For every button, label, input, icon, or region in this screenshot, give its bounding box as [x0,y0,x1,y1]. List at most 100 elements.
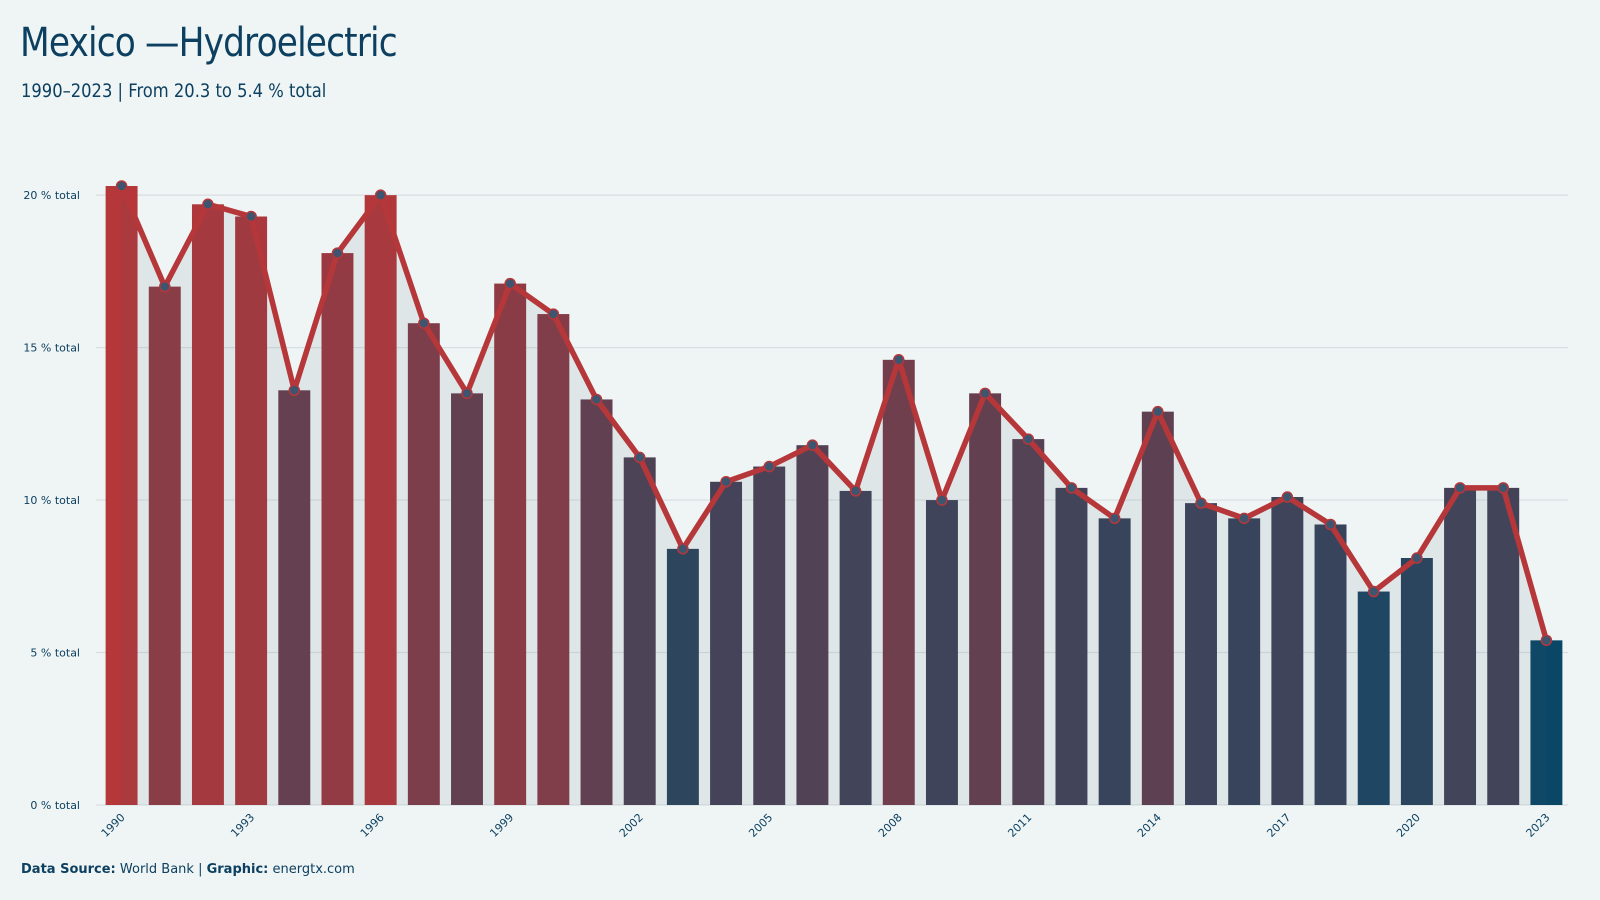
marker-1998 [461,387,473,400]
bar-2022 [1487,487,1520,805]
x-tick-label: 2002 [617,811,646,840]
x-tick-label: 2017 [1264,811,1293,840]
bar-2016 [1228,518,1261,805]
bar-2015 [1185,503,1217,805]
x-tick-label: 2005 [746,811,775,840]
bar-1992 [191,204,224,806]
bar-2008 [882,359,915,805]
y-tick-label: 5 % total [30,647,80,660]
bar-2014 [1141,411,1174,805]
x-tick-label: 2020 [1394,811,1423,840]
bar-2000 [537,314,570,805]
bar-2017 [1271,497,1304,805]
marker-2001 [590,393,603,406]
marker-2018 [1324,518,1337,531]
bar-2004 [710,481,743,805]
bar-2013 [1098,518,1131,805]
bar-2021 [1444,487,1477,805]
bar-2007 [839,490,872,805]
marker-2011 [1022,433,1035,445]
x-tick-label: 2014 [1135,811,1164,840]
marker-1999 [504,277,516,290]
bar-1998 [451,393,483,805]
marker-2023 [1540,634,1553,647]
marker-2022 [1497,482,1509,494]
bar-1991 [148,286,181,805]
y-tick-label: 10 % total [23,494,80,507]
graphic-value: energtx.com [268,862,355,877]
y-tick-label: 15 % total [23,342,80,355]
marker-2019 [1367,585,1380,598]
bar-2001 [580,399,613,805]
marker-2009 [936,494,948,506]
source-value: World Bank | [115,862,207,877]
source-label: Data Source: [21,862,116,877]
chart-subtitle: 1990–2023 | From 20.3 to 5.4 % total [21,80,327,102]
marker-2008 [893,354,905,366]
graphic-label: Graphic: [206,862,269,877]
marker-2020 [1411,552,1423,564]
marker-2005 [763,460,775,473]
trend-line [118,183,1550,644]
bar-2020 [1400,558,1433,805]
marker-2013 [1108,512,1121,525]
bar-1994 [278,390,311,805]
bar-2002 [623,457,656,805]
line-series [118,183,1550,644]
line-markers [115,180,1553,647]
bar-2018 [1314,524,1347,805]
x-tick-label: 1999 [487,811,516,840]
bar-2019 [1357,591,1390,805]
y-tick-label: 0 % total [30,799,80,812]
marker-1993 [245,210,257,223]
marker-2014 [1152,405,1164,418]
marker-2015 [1195,497,1207,509]
marker-2010 [979,387,991,400]
bar-1993 [235,216,268,805]
marker-2007 [849,485,862,497]
y-axis-ticks: 0 % total 5 % total 10 % total 15 % total 20… [23,189,80,812]
marker-1990 [115,180,128,192]
bar-2005 [753,466,786,805]
marker-2016 [1238,512,1250,525]
x-tick-label: 1993 [228,811,257,840]
marker-2021 [1454,482,1466,494]
x-axis-ticks: 1990 1993 1996 1999 2002 2005 2008 2011 2014 2017… [99,811,1553,840]
marker-2006 [806,439,819,451]
bar-2010 [969,393,1002,805]
marker-1996 [374,189,387,201]
bar-1997 [407,323,440,805]
y-tick-label: 20 % total [23,189,80,202]
x-tick-label: 1996 [358,811,387,840]
marker-2003 [677,543,689,555]
x-tick-label: 1990 [99,811,128,840]
bar-1995 [321,253,354,805]
marker-1995 [331,247,344,259]
footer-credits: Data Source: World Bank | Graphic: energ… [21,862,355,877]
marker-1991 [159,280,171,293]
marker-2012 [1065,482,1078,494]
marker-1994 [288,384,301,397]
marker-1992 [202,198,214,211]
bar-2012 [1055,487,1088,805]
x-tick-label: 2011 [1005,811,1034,840]
marker-2002 [633,451,646,464]
x-tick-label: 2008 [876,811,905,840]
bar-1999 [494,283,527,805]
marker-2004 [720,476,732,488]
area-fill [121,186,1547,805]
marker-1997 [418,317,430,329]
bar-1996 [364,195,397,806]
bar-2003 [666,548,699,805]
area-shadow [121,186,1547,805]
bar-2023 [1530,640,1563,805]
bar-1990 [105,186,138,805]
marker-2000 [547,308,560,320]
marker-2017 [1281,491,1294,503]
bar-2011 [1012,439,1045,805]
bar-series [105,186,1563,806]
bar-2009 [925,500,958,805]
chart-title: Mexico —Hydroelectric [20,20,398,66]
bar-2006 [796,445,829,805]
